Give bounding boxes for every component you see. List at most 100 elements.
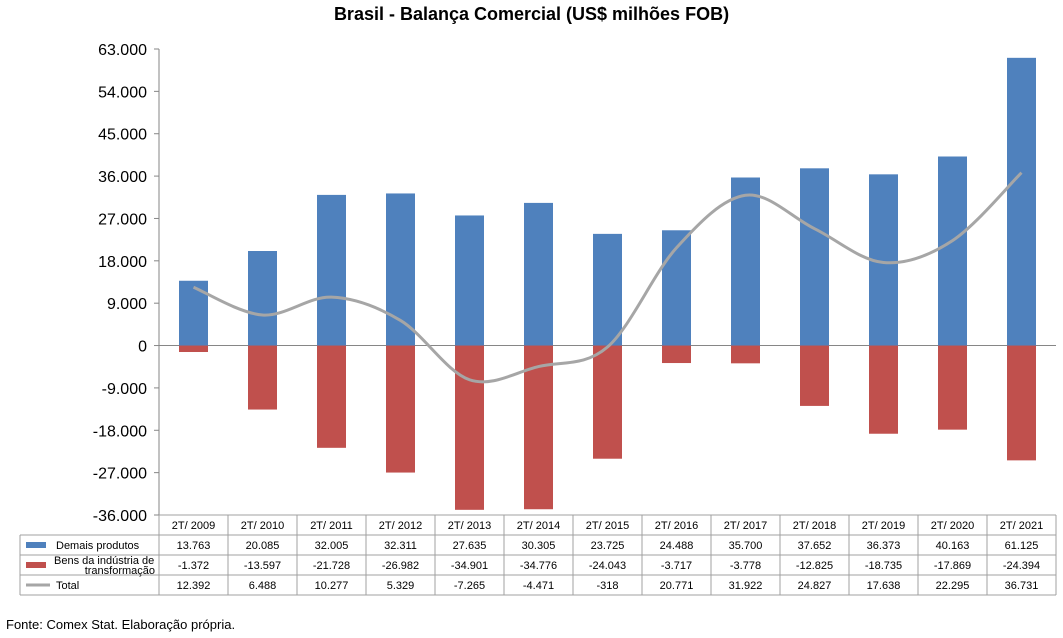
source-note: Fonte: Comex Stat. Elaboração própria. (6, 617, 236, 632)
legend-key-demais-produtos (26, 542, 46, 548)
data-label: 36.731 (1005, 580, 1039, 592)
x-category-label: 2T/ 2017 (724, 520, 767, 532)
data-label: -18.735 (865, 560, 902, 572)
data-label: -1.372 (178, 560, 209, 572)
bar-bens-industria (938, 345, 967, 430)
y-tick-label: 18.000 (98, 254, 147, 271)
data-label: 23.725 (591, 540, 625, 552)
bar-bens-industria (593, 345, 622, 459)
y-tick-label: 9.000 (107, 296, 147, 313)
bar-bens-industria (662, 345, 691, 364)
y-tick-label: -36.000 (93, 508, 147, 525)
data-label: 40.163 (936, 540, 970, 552)
bars (179, 57, 1036, 510)
data-label: 20.085 (246, 540, 280, 552)
data-label: 24.827 (798, 580, 832, 592)
data-label: 61.125 (1005, 540, 1039, 552)
data-label: 35.700 (729, 540, 763, 552)
bar-bens-industria (731, 345, 760, 364)
bar-demais-produtos (248, 251, 277, 346)
data-label: -21.728 (313, 560, 350, 572)
data-label: -7.265 (454, 580, 485, 592)
line-total (192, 171, 1023, 384)
x-category-label: 2T/ 2020 (931, 520, 974, 532)
x-category-label: 2T/ 2009 (172, 520, 215, 532)
bar-bens-industria (455, 345, 484, 510)
x-category-label: 2T/ 2012 (379, 520, 422, 532)
data-label: 37.652 (798, 540, 832, 552)
x-category-label: 2T/ 2019 (862, 520, 905, 532)
data-label: -12.825 (796, 560, 833, 572)
y-tick-label: 63.000 (98, 42, 147, 59)
data-label: 31.922 (729, 580, 763, 592)
data-label: 17.638 (867, 580, 901, 592)
bar-demais-produtos (593, 233, 622, 346)
data-label: 36.373 (867, 540, 901, 552)
data-label: 32.005 (315, 540, 349, 552)
data-label: -34.776 (520, 560, 557, 572)
bar-bens-industria (1007, 345, 1036, 461)
data-label: -318 (596, 580, 618, 592)
y-tick-label: 54.000 (98, 84, 147, 101)
data-label: 22.295 (936, 580, 970, 592)
data-label: 6.488 (249, 580, 277, 592)
data-table: 2T/ 2009 2T/ 2010 2T/ 2011 2T/ 2012 2T/ 2013… (19, 514, 1057, 596)
legend-label: Total (56, 580, 79, 592)
x-category-label: 2T/ 2015 (586, 520, 629, 532)
bar-bens-industria (317, 345, 346, 448)
data-label: -4.471 (523, 580, 554, 592)
legend-label: Demais produtos (56, 540, 140, 552)
bar-bens-industria (179, 345, 208, 353)
legend-label: transformação (85, 565, 155, 577)
bar-demais-produtos (317, 194, 346, 346)
y-tick-label: -9.000 (102, 381, 147, 398)
data-label: -17.869 (934, 560, 971, 572)
data-label: -24.043 (589, 560, 626, 572)
bar-bens-industria (386, 345, 415, 473)
bar-demais-produtos (524, 202, 553, 346)
data-label: -3.778 (730, 560, 761, 572)
data-label: 5.329 (387, 580, 415, 592)
x-category-label: 2T/ 2018 (793, 520, 836, 532)
bar-demais-produtos (731, 177, 760, 346)
bar-demais-produtos (386, 193, 415, 346)
data-label: -26.982 (382, 560, 419, 572)
y-tick-label: -27.000 (93, 466, 147, 483)
bar-demais-produtos (1007, 57, 1036, 346)
x-category-label: 2T/ 2013 (448, 520, 491, 532)
data-label: -24.394 (1003, 560, 1040, 572)
y-tick-label: 36.000 (98, 169, 147, 186)
bar-bens-industria (524, 345, 553, 510)
data-label: 24.488 (660, 540, 694, 552)
y-tick-label: 45.000 (98, 127, 147, 144)
data-label: 30.305 (522, 540, 556, 552)
data-label: 20.771 (660, 580, 694, 592)
data-label: -34.901 (451, 560, 488, 572)
x-category-label: 2T/ 2010 (241, 520, 284, 532)
x-category-label: 2T/ 2011 (310, 520, 353, 532)
total-line (192, 171, 1023, 384)
data-label: 27.635 (453, 540, 487, 552)
data-label: 13.763 (177, 540, 211, 552)
data-label: -3.717 (661, 560, 692, 572)
data-label: -13.597 (244, 560, 281, 572)
legend-label: Bens da indústria de (54, 555, 154, 567)
x-category-label: 2T/ 2014 (517, 520, 560, 532)
bar-demais-produtos (800, 168, 829, 346)
data-label: 10.277 (315, 580, 349, 592)
data-label: 12.392 (177, 580, 211, 592)
y-tick-label: -18.000 (93, 423, 147, 440)
bar-bens-industria (800, 345, 829, 406)
legend-key-bens-industria (26, 562, 46, 568)
bar-bens-industria (869, 345, 898, 434)
chart-title: Brasil - Balança Comercial (US$ milhões … (333, 4, 730, 24)
bar-bens-industria (248, 345, 277, 410)
x-category-label: 2T/ 2016 (655, 520, 698, 532)
bar-demais-produtos (455, 215, 484, 346)
y-tick-label: 27.000 (98, 211, 147, 228)
y-tick-label: 0 (138, 339, 147, 356)
data-label: 32.311 (384, 540, 417, 552)
bar-demais-produtos (938, 156, 967, 346)
axes: 63.000 54.000 45.000 36.000 27.000 18.000 9.00… (93, 42, 1056, 525)
